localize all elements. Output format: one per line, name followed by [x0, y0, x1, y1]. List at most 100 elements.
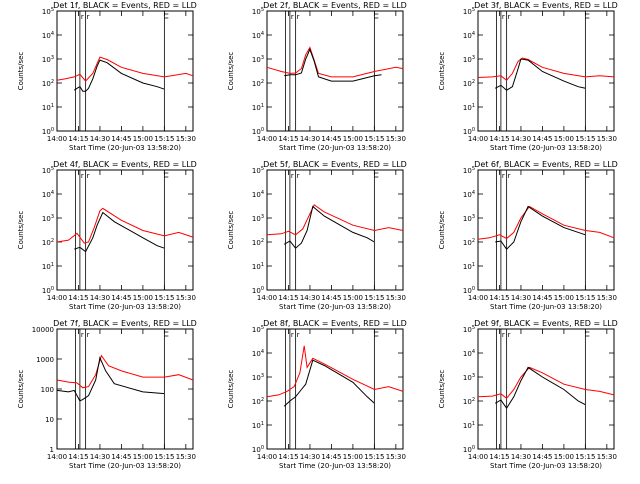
y-tick-label: 105 — [42, 7, 54, 16]
series-events — [494, 366, 586, 410]
series-events — [56, 356, 165, 402]
marker-bracket — [164, 331, 169, 337]
y-axis-label: Counts/sec — [17, 211, 25, 250]
x-tick-label: 15:00 — [343, 294, 363, 302]
x-tick-label: 14:00 — [47, 294, 67, 302]
y-tick-label: 100 — [252, 127, 264, 136]
x-tick-label: 14:15 — [278, 135, 298, 143]
y-tick-label: 103 — [463, 373, 475, 382]
series-events — [495, 205, 586, 250]
x-axis-label: Start Time (20-Jun-03 13:58:20) — [69, 462, 181, 470]
plot-frame — [56, 328, 194, 450]
x-tick-label: 15:00 — [554, 294, 574, 302]
plot-frame — [266, 10, 404, 132]
x-axis-label: Start Time (20-Jun-03 13:58:20) — [490, 144, 602, 152]
x-tick-label: 14:00 — [47, 453, 67, 461]
y-tick-label: 103 — [463, 214, 475, 223]
y-tick-label: 103 — [463, 55, 475, 64]
marker-bracket — [374, 13, 379, 19]
series-events — [284, 48, 382, 82]
panel-det-8: Det 8f, BLACK = Events, RED = LLD r r 14:00… — [227, 319, 407, 470]
y-axis-label: Counts/sec — [438, 370, 446, 409]
x-tick-label: 14:00 — [47, 135, 67, 143]
x-tick-label: 14:45 — [532, 453, 552, 461]
x-tick-label: 15:30 — [176, 294, 196, 302]
x-tick-label: 15:15 — [364, 135, 384, 143]
x-tick-label: 14:45 — [111, 294, 131, 302]
x-tick-label: 14:30 — [300, 453, 320, 461]
x-tick-label: 14:15 — [68, 135, 88, 143]
y-tick-label: 105 — [252, 7, 264, 16]
x-tick-label: 15:30 — [597, 135, 617, 143]
x-tick-label: 14:30 — [300, 294, 320, 302]
plot-frame — [266, 169, 404, 291]
x-tick-label: 14:30 — [300, 135, 320, 143]
y-tick-label: 100 — [42, 286, 54, 295]
marker-bracket — [374, 172, 379, 178]
y-tick-label: 100 — [463, 127, 475, 136]
x-tick-label: 14:00 — [468, 294, 488, 302]
x-tick-label: 15:15 — [154, 453, 174, 461]
y-tick-label: 104 — [463, 31, 475, 40]
series-lld — [266, 345, 404, 398]
y-axis-label: Counts/sec — [17, 52, 25, 91]
x-tick-label: 15:00 — [133, 135, 153, 143]
x-tick-label: 14:30 — [511, 294, 531, 302]
series-events — [73, 59, 165, 92]
x-tick-label: 15:00 — [343, 453, 363, 461]
marker-bracket — [374, 331, 379, 337]
x-axis-label: Start Time (20-Jun-03 13:58:20) — [490, 462, 602, 470]
panel-title: Det 6f, BLACK = Events, RED = LLD — [474, 160, 618, 169]
x-tick-label: 15:00 — [133, 294, 153, 302]
y-axis-label: Counts/sec — [227, 211, 235, 250]
marker-flag-1: r — [291, 172, 294, 180]
series-events — [74, 211, 165, 253]
y-tick-label: 103 — [252, 373, 264, 382]
panel-title: Det 4f, BLACK = Events, RED = LLD — [53, 160, 197, 169]
y-tick-label: 101 — [252, 103, 264, 112]
y-tick-label: 105 — [463, 325, 475, 334]
panel-title: Det 5f, BLACK = Events, RED = LLD — [263, 160, 407, 169]
x-tick-label: 14:45 — [111, 135, 131, 143]
x-tick-label: 15:00 — [554, 453, 574, 461]
marker-bracket — [585, 172, 590, 178]
plot-frame — [477, 10, 615, 132]
x-tick-label: 14:15 — [489, 294, 509, 302]
x-tick-label: 14:00 — [468, 135, 488, 143]
y-tick-label: 103 — [252, 55, 264, 64]
y-tick-label: 1000 — [36, 356, 54, 364]
x-axis-label: Start Time (20-Jun-03 13:58:20) — [69, 303, 181, 311]
y-tick-label: 103 — [42, 55, 54, 64]
y-tick-label: 103 — [42, 214, 54, 223]
y-axis-label: Counts/sec — [17, 370, 25, 409]
y-tick-label: 104 — [42, 190, 54, 199]
panel-det-4: Det 4f, BLACK = Events, RED = LLD r r 14:00… — [17, 160, 197, 311]
x-tick-label: 15:00 — [554, 135, 574, 143]
panel-title: Det 7f, BLACK = Events, RED = LLD — [53, 319, 197, 328]
x-tick-label: 14:30 — [90, 135, 110, 143]
y-tick-label: 100 — [463, 286, 475, 295]
plot-frame — [477, 328, 615, 450]
x-tick-label: 15:00 — [133, 453, 153, 461]
x-tick-label: 15:15 — [575, 294, 595, 302]
x-tick-label: 14:15 — [278, 453, 298, 461]
x-tick-label: 15:15 — [364, 294, 384, 302]
plot-frame — [477, 169, 615, 291]
x-tick-label: 15:30 — [597, 294, 617, 302]
y-tick-label: 102 — [463, 79, 475, 88]
series-lld — [477, 366, 615, 399]
x-tick-label: 15:30 — [386, 294, 406, 302]
x-tick-label: 14:45 — [532, 135, 552, 143]
x-tick-label: 14:45 — [111, 453, 131, 461]
y-tick-label: 100 — [41, 386, 54, 394]
x-tick-label: 14:45 — [321, 135, 341, 143]
y-tick-label: 101 — [463, 103, 475, 112]
marker-flag-1: r — [502, 172, 505, 180]
panel-title: Det 9f, BLACK = Events, RED = LLD — [474, 319, 618, 328]
y-tick-label: 101 — [463, 262, 475, 271]
panel-title: Det 2f, BLACK = Events, RED = LLD — [263, 1, 407, 10]
marker-flag-2: r — [297, 13, 300, 21]
y-tick-label: 105 — [463, 7, 475, 16]
x-axis-label: Start Time (20-Jun-03 13:58:20) — [69, 144, 181, 152]
